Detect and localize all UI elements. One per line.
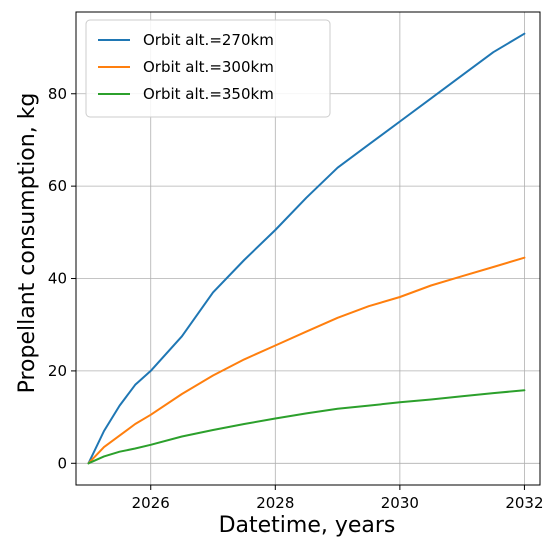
legend-label: Orbit alt.=300km xyxy=(143,58,274,76)
legend-label: Orbit alt.=350km xyxy=(143,85,274,103)
y-tick-label: 80 xyxy=(48,85,67,103)
series-line-1 xyxy=(87,32,526,465)
x-tick-label: 2026 xyxy=(132,494,170,512)
y-tick-label: 20 xyxy=(48,362,67,380)
x-tick-label: 2030 xyxy=(381,494,419,512)
x-tick-label: 2032 xyxy=(505,494,543,512)
series-line-3 xyxy=(87,389,526,465)
y-tick-label: 0 xyxy=(57,454,67,472)
y-axis-title: Propellant consumption, kg xyxy=(15,93,40,394)
x-axis-title: Datetime, years xyxy=(219,513,396,538)
y-tick-label: 40 xyxy=(48,270,67,288)
y-tick-label: 60 xyxy=(48,177,67,195)
x-tick-label: 2028 xyxy=(256,494,294,512)
plot-frame xyxy=(75,11,541,486)
series-line-2 xyxy=(87,256,526,465)
legend-box xyxy=(85,19,331,118)
legend-label: Orbit alt.=270km xyxy=(143,31,274,49)
